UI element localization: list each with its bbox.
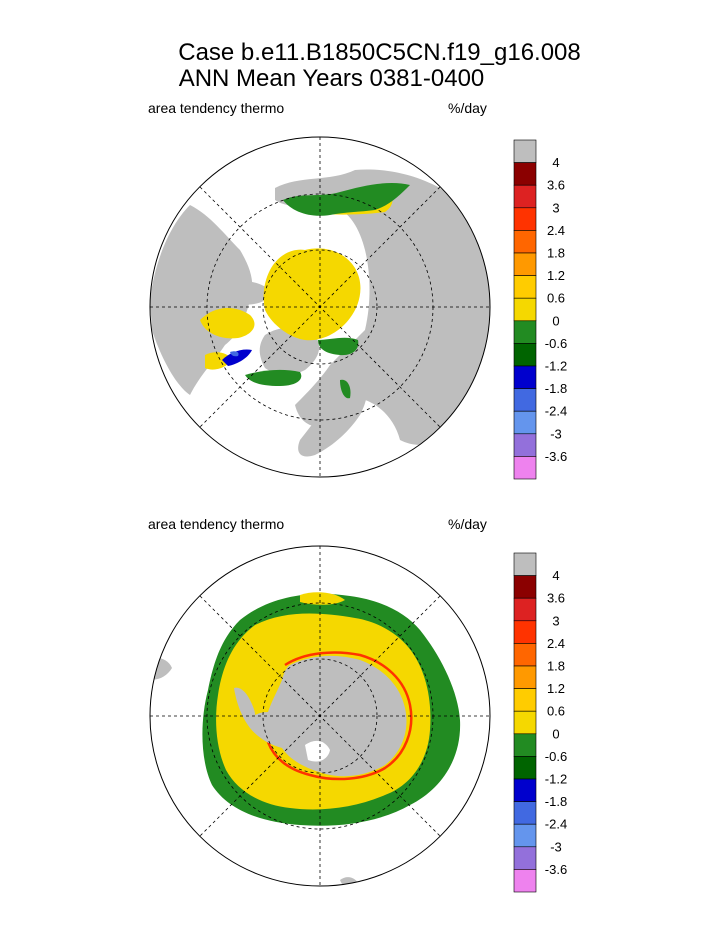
south-colorbar-swatch	[513, 688, 537, 712]
north-land-north-america	[150, 205, 253, 395]
south-colorbar-swatch	[513, 756, 537, 780]
north-land-archipelago	[229, 281, 272, 305]
south-colorbar-tick-label: -0.6	[545, 749, 567, 764]
south-colorbar-tick-label: -3	[550, 839, 562, 854]
north-polar-map	[150, 137, 490, 477]
north-colorbar-tick-label: -3	[550, 426, 562, 441]
south-units-label: %/day	[448, 516, 487, 532]
north-colorbar-swatch	[513, 184, 537, 209]
north-colorbar-swatch	[513, 433, 537, 457]
north-map-border	[149, 136, 491, 478]
north-colorbar-tick-label: 1.2	[547, 268, 565, 283]
south-map-border	[149, 545, 491, 887]
north-colorbar-swatch	[513, 207, 537, 231]
north-colorbar-swatch	[513, 410, 537, 435]
south-colorbar-tick-label: 2.4	[547, 636, 565, 651]
north-colorbar-swatch	[513, 456, 537, 480]
north-colorbar-tick-label: -3.6	[545, 449, 567, 464]
south-colorbar-tick-label: 1.8	[547, 659, 565, 674]
south-colorbar-swatch	[513, 597, 537, 622]
south-colorbar-swatch	[513, 710, 537, 735]
south-left-label: area tendency thermo	[148, 516, 285, 532]
north-colorbar: 4 3.6 3 2.4 1.8 1.2 0.6 0 -0.6 -1.2 -1.8 -2.4 -3 -3.6	[513, 139, 567, 480]
south-polar-map	[150, 546, 490, 886]
north-colorbar-tick-label: -2.4	[545, 404, 567, 419]
south-colorbar-tick-label: -3.6	[545, 862, 567, 877]
north-colorbar-tick-label: -1.2	[545, 359, 567, 374]
south-colorbar: 4 3.6 3 2.4 1.8 1.2 0.6 0 -0.6 -1.2 -1.8 -2.4 -3 -3.6	[513, 552, 567, 893]
south-colorbar-swatch	[513, 643, 537, 667]
north-colorbar-swatch	[513, 230, 537, 254]
north-colorbar-swatch	[513, 139, 537, 163]
south-colorbar-swatch	[513, 575, 537, 599]
south-colorbar-tick-label: -1.8	[545, 794, 567, 809]
south-colorbar-swatch	[513, 778, 537, 802]
south-colorbar-tick-label: 4	[552, 568, 559, 583]
south-colorbar-tick-label: 3.6	[547, 591, 565, 606]
north-colorbar-tick-label: 4	[552, 155, 559, 170]
south-colorbar-swatch	[513, 552, 537, 576]
south-colorbar-swatch	[513, 733, 537, 757]
north-colorbar-swatch	[513, 320, 537, 344]
figure-subtitle: ANN Mean Years 0381-0400	[178, 65, 485, 92]
south-colorbar-tick-label: 3	[552, 613, 559, 628]
south-colorbar-swatch	[513, 665, 537, 689]
north-ice-strong-negative	[222, 349, 252, 366]
figure-title: Case b.e11.B1850C5CN.f19_g16.008	[178, 39, 581, 66]
north-graticule	[150, 137, 490, 477]
south-colorbar-tick-label: -2.4	[545, 817, 567, 832]
north-colorbar-swatch	[513, 297, 537, 322]
north-colorbar-tick-label: -1.8	[545, 381, 567, 396]
south-land-antarctica	[249, 655, 407, 777]
north-colorbar-swatch	[513, 343, 537, 367]
north-colorbar-swatch	[513, 162, 537, 186]
south-colorbar-tick-label: 0.6	[547, 704, 565, 719]
south-colorbar-swatch	[513, 823, 537, 848]
north-colorbar-tick-label: -0.6	[545, 336, 567, 351]
south-colorbar-tick-label: 0	[552, 726, 559, 741]
north-colorbar-tick-label: 3.6	[547, 178, 565, 193]
north-colorbar-swatch	[513, 252, 537, 276]
north-left-label: area tendency thermo	[148, 100, 285, 116]
north-colorbar-swatch	[513, 388, 537, 412]
south-colorbar-swatch	[513, 620, 537, 644]
north-colorbar-swatch	[513, 275, 537, 299]
north-colorbar-tick-label: 3	[552, 200, 559, 215]
north-ice-positive	[263, 248, 361, 341]
north-colorbar-tick-label: 0.6	[547, 291, 565, 306]
south-colorbar-swatch	[513, 846, 537, 870]
north-land-eurasia	[275, 169, 490, 445]
south-colorbar-swatch	[513, 801, 537, 825]
north-colorbar-tick-label: 0	[552, 313, 559, 328]
south-colorbar-swatch	[513, 869, 537, 893]
south-colorbar-tick-label: 1.2	[547, 681, 565, 696]
north-colorbar-tick-label: 1.8	[547, 246, 565, 261]
north-colorbar-tick-label: 2.4	[547, 223, 565, 238]
south-colorbar-tick-label: -1.2	[545, 772, 567, 787]
south-graticule	[150, 546, 490, 886]
north-ice-negative-margin	[283, 182, 410, 216]
north-colorbar-swatch	[513, 365, 537, 389]
north-units-label: %/day	[448, 100, 487, 116]
